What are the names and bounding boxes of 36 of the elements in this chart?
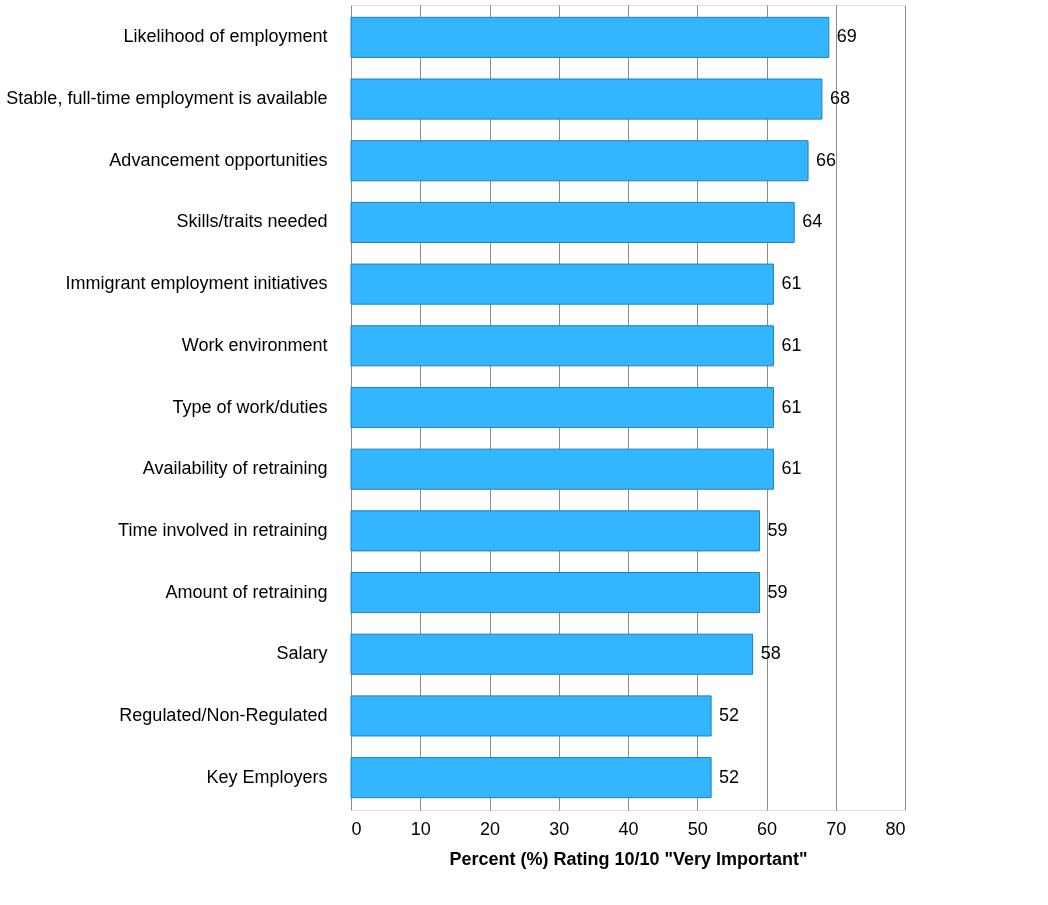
y-tick-label: Type of work/duties: [172, 396, 328, 417]
data-label: 59: [767, 519, 788, 540]
x-tick-label: 10: [410, 818, 431, 839]
x-tick-label: 30: [549, 818, 570, 839]
x-tick-label: 40: [618, 818, 639, 839]
y-tick-label: Immigrant employment initiatives: [65, 273, 328, 294]
x-tick-label: 60: [756, 818, 778, 839]
data-label: 66: [816, 149, 837, 170]
x-tick-label: 80: [885, 818, 906, 839]
data-label: 61: [781, 458, 802, 479]
data-label: 69: [836, 26, 857, 47]
y-tick-label: Skills/traits needed: [176, 211, 328, 232]
x-tick-label: 70: [826, 818, 847, 839]
x-tick-label: 20: [479, 818, 501, 839]
y-tick-label: Work environment: [181, 334, 328, 355]
data-label: 61: [781, 334, 802, 355]
data-label: 59: [767, 581, 788, 602]
data-label: 52: [719, 766, 740, 787]
data-label: 58: [760, 643, 781, 664]
data-label: 61: [781, 273, 802, 294]
data-label: 64: [802, 211, 823, 232]
y-tick-label: Availability of retraining: [142, 458, 328, 479]
data-label: 61: [781, 396, 802, 417]
y-tick-label: Advancement opportunities: [109, 149, 328, 170]
x-axis-title: Percent (%) Rating 10/10 "Very Important": [449, 848, 808, 869]
x-tick-label: 0: [351, 818, 362, 839]
y-tick-label: Amount of retraining: [165, 581, 328, 602]
y-tick-label: Stable, full-time employment is available: [6, 88, 328, 109]
y-tick-label: Salary: [276, 643, 328, 664]
data-label: 52: [719, 704, 740, 725]
x-tick-label: 50: [687, 818, 708, 839]
y-tick-label: Key Employers: [206, 766, 328, 787]
data-label: 68: [829, 88, 850, 109]
y-tick-label: Regulated/Non-Regulated: [119, 704, 328, 725]
y-tick-label: Likelihood of employment: [123, 26, 328, 47]
y-tick-label: Time involved in retraining: [118, 519, 328, 540]
